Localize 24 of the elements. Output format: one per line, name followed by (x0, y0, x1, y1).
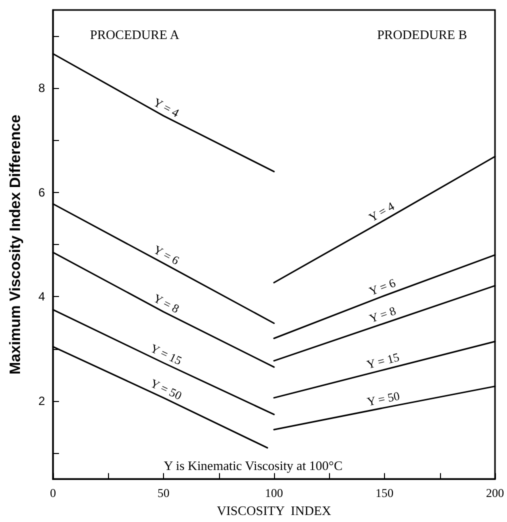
x-tick-label: 100 (265, 486, 283, 500)
text: Y = 15 (148, 341, 184, 368)
y-axis-title: Maximum Viscosity Index Difference (7, 114, 24, 374)
y-tick-label: 6 (38, 185, 46, 200)
x-axis-title: VISCOSITY INDEX (216, 503, 332, 518)
x-tick-label: 200 (486, 486, 504, 500)
text: Y = 8 (151, 291, 182, 316)
text: Y = 4 (366, 199, 397, 225)
text: Y = 4 (151, 95, 182, 120)
annotation: PROCEDURE A (90, 27, 180, 42)
x-tick-label: 150 (376, 486, 394, 500)
x-tick-label: 0 (50, 486, 56, 500)
text: Y = 50 (366, 388, 401, 409)
y-tick-label: 2 (38, 394, 46, 408)
text: Y = 15 (365, 350, 401, 372)
text: Y = 6 (367, 276, 398, 298)
y-tick-label: 8 (38, 81, 46, 96)
annotation: Y is Kinematic Viscosity at 100°C (164, 458, 343, 473)
annotation: PRODEDURE B (377, 27, 468, 42)
text: Y = 50 (148, 376, 184, 403)
text: Y = 6 (151, 242, 182, 268)
x-tick-label: 50 (158, 486, 170, 500)
y-tick-label: 4 (38, 290, 46, 304)
text: Y = 8 (368, 304, 398, 326)
